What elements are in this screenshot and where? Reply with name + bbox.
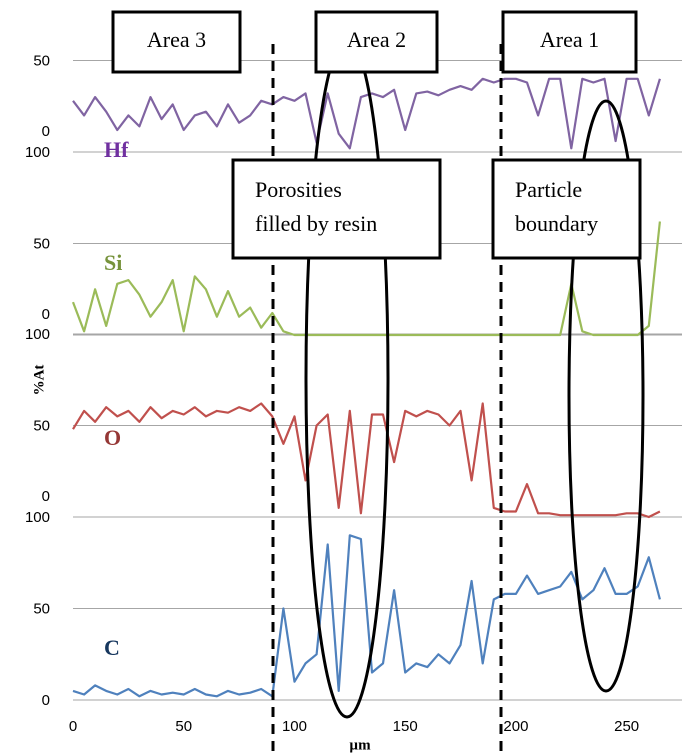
x-tick-label: 100 <box>282 718 307 735</box>
porosity-ellipse <box>304 37 390 719</box>
y-tick-label: 0 <box>42 306 50 323</box>
y-tick-label: 50 <box>33 417 50 434</box>
annotation-box <box>314 10 439 74</box>
y-tick-label: 0 <box>42 488 50 505</box>
y-tick-label: 100 <box>25 144 50 161</box>
x-tick-label: 0 <box>69 718 77 735</box>
annotation-text: Area 1 <box>540 27 599 52</box>
data-line <box>72 402 661 519</box>
y-tick-label: 0 <box>42 123 50 140</box>
y-tick-label: 50 <box>33 600 50 617</box>
y-tick-label: 100 <box>25 509 50 526</box>
annotation-text: boundary <box>515 211 598 236</box>
y-tick-label: 100 <box>25 326 50 343</box>
annotation-text: Porosities <box>255 177 342 202</box>
y-axis-label: %At <box>31 365 47 396</box>
y-tick-label: 50 <box>33 52 50 69</box>
series-label: C <box>104 635 120 660</box>
data-line <box>72 534 661 698</box>
x-tick-label: 50 <box>175 718 192 735</box>
annotation-text: Area 2 <box>347 27 406 52</box>
series-label: Hf <box>104 137 129 162</box>
boundary-ellipse <box>567 99 645 693</box>
annotation-text: Particle <box>515 177 582 202</box>
annotation-text: Area 3 <box>147 27 206 52</box>
x-tick-label: 250 <box>614 718 639 735</box>
series-label: O <box>104 425 121 450</box>
y-tick-label: 50 <box>33 235 50 252</box>
data-line <box>71 221 661 337</box>
annotation-text: filled by resin <box>255 211 377 236</box>
data-line <box>72 77 661 150</box>
annotation-box <box>491 158 642 260</box>
y-tick-label: 0 <box>42 692 50 709</box>
annotation-box <box>501 10 638 74</box>
x-tick-label: 200 <box>503 718 528 735</box>
annotation-box <box>231 158 442 260</box>
annotation-box <box>111 10 242 74</box>
x-tick-label: 150 <box>393 718 418 735</box>
x-axis-label: µm <box>349 737 371 753</box>
series-label: Si <box>104 250 122 275</box>
